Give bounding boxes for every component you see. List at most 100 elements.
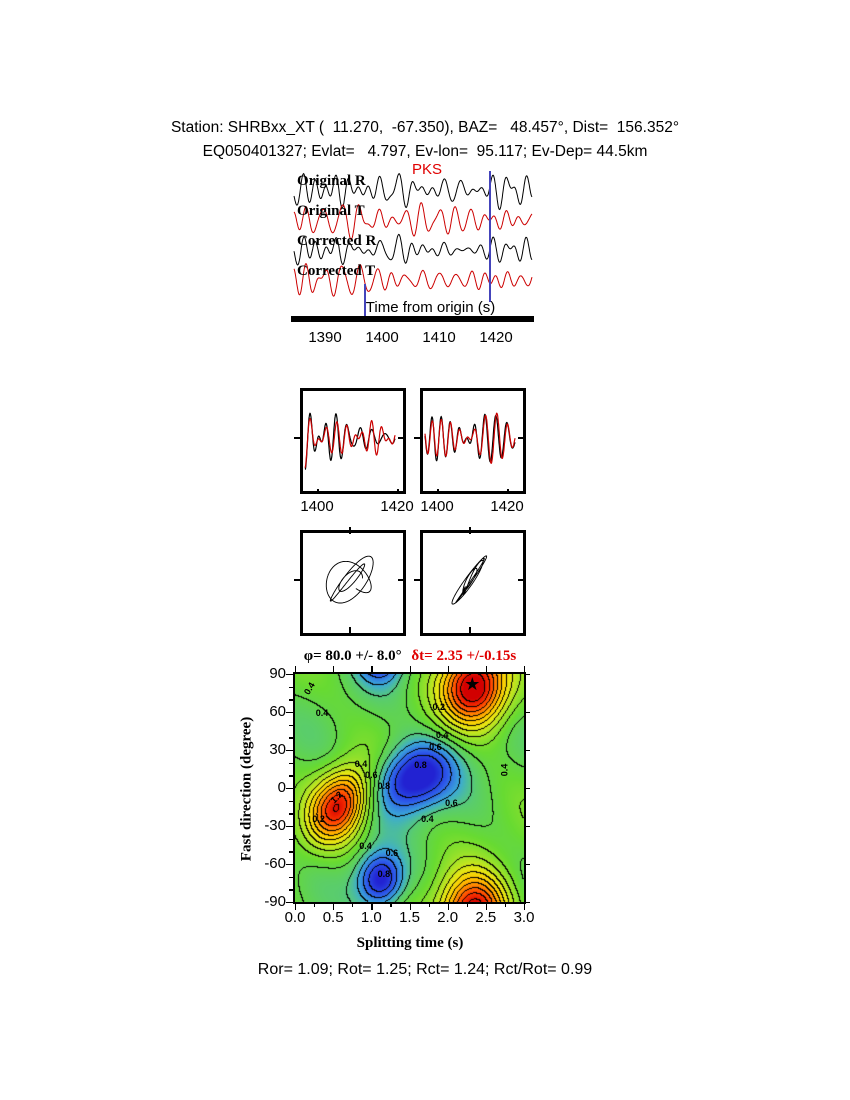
- contour-annotation: 0.8: [414, 760, 427, 771]
- axis-tick: [289, 699, 293, 701]
- contour-annotation: 0.2: [432, 702, 446, 713]
- contour-annotation: 0.4: [354, 759, 368, 770]
- event-header: EQ050401327; Evlat= 4.797, Ev-lon= 95.11…: [202, 143, 648, 160]
- axis-tick: [518, 437, 525, 439]
- time-tick-label: 1390: [308, 329, 342, 346]
- contour-annotation: 0.4: [421, 814, 434, 825]
- axis-tick: [524, 864, 530, 866]
- axis-tick: [289, 737, 293, 739]
- time-tick-label: 1420: [479, 329, 513, 346]
- contour-ytick-label: -90: [264, 893, 286, 910]
- axis-tick: [286, 826, 293, 828]
- axis-tick: [524, 826, 530, 828]
- particle-motion-left: [300, 530, 406, 636]
- axis-tick: [286, 788, 293, 790]
- waveform-path: [293, 202, 533, 241]
- contour-annotation: 0.6: [365, 769, 378, 780]
- phi-result: φ= 80.0 +/- 8.0°: [303, 648, 402, 664]
- axis-tick: [333, 904, 335, 910]
- trace-label: Original R: [297, 173, 366, 189]
- axis-tick: [524, 902, 530, 904]
- contour-ytick-label: 0: [277, 779, 286, 796]
- contour-xtick-label: 1.5: [399, 909, 420, 926]
- contour-annotation: 0.6: [445, 798, 458, 809]
- time-axis-label: Time from origin (s): [365, 299, 496, 316]
- waveform-path: [293, 172, 533, 211]
- phase-arrival-marker: [489, 171, 491, 302]
- waveform-path: [304, 412, 396, 470]
- time-tick-label: 1400: [365, 329, 399, 346]
- contour-ytick-label: 30: [269, 741, 286, 758]
- best-fit-star: ★: [464, 673, 481, 694]
- axis-tick: [524, 788, 530, 790]
- axis-tick: [524, 712, 530, 714]
- axis-tick: [390, 904, 392, 907]
- contour-annotation: 0.8: [377, 868, 391, 879]
- contour-annotation: 0.4: [499, 763, 510, 777]
- axis-tick: [289, 851, 293, 853]
- window-start-marker: [364, 284, 366, 317]
- particle-motion-right-plot: [451, 555, 488, 605]
- axis-tick: [295, 904, 297, 910]
- axis-tick: [518, 579, 525, 581]
- axis-tick: [371, 904, 373, 910]
- axis-tick: [333, 666, 335, 672]
- axis-tick: [286, 712, 293, 714]
- footer-stats: Ror= 1.09; Rot= 1.25; Rct= 1.24; Rct/Rot…: [257, 961, 593, 978]
- axis-tick: [409, 904, 411, 910]
- contour-xtick-label: 3.0: [513, 909, 535, 926]
- window-tick-label: 1400: [300, 498, 334, 515]
- trace-label: Corrected T: [297, 263, 376, 279]
- axis-tick: [485, 666, 488, 672]
- axis-tick: [469, 527, 471, 534]
- contour-xtick-label: 1.0: [360, 909, 382, 926]
- axis-tick: [289, 724, 293, 726]
- axis-tick: [317, 489, 319, 494]
- window-waveforms-right: [420, 388, 526, 494]
- contour-annotation: 0.8: [377, 781, 391, 791]
- waveform-path: [293, 233, 533, 266]
- axis-tick: [428, 904, 430, 907]
- contour-ytick-label: -30: [264, 817, 286, 834]
- axis-tick: [409, 666, 411, 672]
- axis-tick: [289, 889, 293, 891]
- phase-label: PKS: [412, 161, 443, 178]
- axis-tick: [524, 666, 526, 672]
- axis-tick: [314, 904, 316, 907]
- waveform-path: [424, 412, 516, 465]
- axis-tick: [447, 904, 449, 910]
- axis-tick: [294, 437, 301, 439]
- axis-tick: [289, 813, 293, 815]
- time-tick-label: 1410: [422, 329, 456, 346]
- axis-tick: [466, 904, 468, 907]
- contour-annotation: 0.4: [359, 841, 372, 852]
- axis-tick: [414, 437, 421, 439]
- axis-tick: [397, 489, 399, 494]
- axis-tick: [294, 579, 301, 581]
- window-waveforms-right-plot: [424, 412, 516, 465]
- contour-xlabel: Splitting time (s): [356, 935, 464, 951]
- axis-tick: [289, 800, 293, 802]
- contour-annotation: 0.4: [315, 708, 329, 719]
- window-tick-label: 1400: [420, 498, 454, 515]
- waveform-path: [325, 555, 374, 604]
- contour-xtick-label: 0.5: [322, 909, 344, 926]
- axis-tick: [398, 437, 405, 439]
- particle-motion-left-plot: [325, 555, 374, 604]
- contour-annotation: 0.2: [312, 814, 325, 825]
- contour-ytick-label: -60: [264, 855, 286, 872]
- particle-motion-right: [420, 530, 526, 636]
- misfit-contour-canvas: [295, 674, 524, 902]
- contour-xtick-label: 2.5: [475, 909, 497, 926]
- axis-tick: [349, 627, 351, 634]
- axis-tick: [524, 674, 530, 676]
- waveform-path: [304, 417, 396, 468]
- axis-tick: [469, 627, 471, 634]
- time-axis-line: [291, 316, 534, 322]
- axis-tick: [286, 750, 293, 752]
- station-header: Station: SHRBxx_XT ( 11.270, -67.350), B…: [170, 119, 680, 136]
- axis-tick: [286, 674, 293, 676]
- axis-tick: [371, 666, 373, 672]
- axis-tick: [289, 876, 293, 878]
